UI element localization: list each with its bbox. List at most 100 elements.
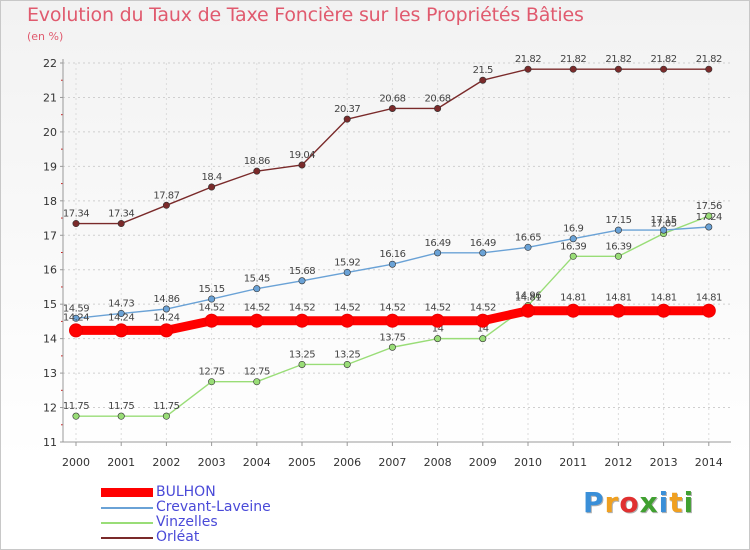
- data-label: 17.15: [651, 215, 677, 226]
- data-label: 14: [477, 324, 489, 335]
- data-point: [295, 313, 309, 328]
- data-label: 14.81: [515, 293, 541, 304]
- series-crevant-laveine: 14.59 14.73 14.86 15.15 15.45 15.68 15.92 16.16…: [63, 212, 722, 322]
- data-point: [479, 76, 487, 84]
- y-tick-label: 16: [43, 264, 57, 277]
- data-point: [162, 305, 170, 313]
- data-label: 16.39: [605, 241, 631, 252]
- data-label: 14.73: [108, 298, 134, 309]
- x-tick-label: 2011: [559, 456, 587, 469]
- legend-label: Orléat: [156, 529, 200, 545]
- data-point: [705, 212, 713, 220]
- x-tick-label: 2001: [107, 456, 135, 469]
- data-label: 14.86: [153, 294, 179, 305]
- legend-swatch: [101, 522, 153, 524]
- data-point: [388, 104, 396, 112]
- legend-label: Crevant-Laveine: [156, 499, 271, 515]
- data-point: [569, 65, 577, 73]
- data-label: 20.68: [425, 93, 451, 104]
- data-point: [434, 249, 442, 257]
- y-tick-label: 13: [43, 367, 57, 380]
- x-tick-label: 2014: [695, 456, 723, 469]
- data-point: [249, 313, 264, 328]
- legend-swatch: [101, 537, 153, 539]
- data-label: 14.96: [515, 291, 541, 302]
- y-tick-label: 19: [43, 160, 57, 173]
- data-label: 16.65: [515, 232, 541, 243]
- data-point: [253, 167, 261, 175]
- data-point: [253, 285, 261, 293]
- data-label: 20.68: [379, 93, 405, 104]
- series-orl-at: 17.34 17.34 17.87 18.4 18.86 19.04 20.37 20.68 2…: [63, 54, 722, 228]
- data-point: [117, 220, 125, 228]
- data-point: [614, 65, 622, 73]
- data-point: [569, 252, 577, 260]
- data-label: 18.4: [201, 172, 221, 183]
- data-label: 16.16: [379, 249, 405, 260]
- data-label: 11.75: [63, 401, 89, 412]
- data-point: [524, 243, 532, 251]
- x-tick-label: 2007: [378, 456, 406, 469]
- logo-letter: t: [669, 486, 684, 519]
- data-label: 17.05: [651, 219, 677, 230]
- logo-letter: x: [639, 486, 659, 519]
- x-tick-label: 2010: [514, 456, 542, 469]
- data-point: [114, 323, 129, 338]
- x-tick-label: 2002: [152, 456, 180, 469]
- data-label: 13.25: [334, 349, 360, 360]
- data-label: 14.59: [63, 303, 89, 314]
- data-label: 17.56: [696, 201, 722, 212]
- data-label: 14: [432, 324, 444, 335]
- data-label: 17.34: [63, 209, 89, 220]
- data-label: 21.82: [696, 54, 722, 65]
- data-point: [521, 303, 535, 318]
- y-tick-label: 17: [43, 229, 57, 242]
- data-point: [388, 260, 396, 268]
- y-tick-label: 20: [43, 126, 57, 139]
- logo-letter: i: [658, 486, 670, 519]
- y-tick-label: 14: [43, 333, 57, 346]
- data-label: 14.52: [289, 303, 315, 314]
- data-label: 14.52: [425, 303, 451, 314]
- data-point: [479, 335, 487, 343]
- data-label: 14.52: [199, 303, 225, 314]
- data-point: [479, 249, 487, 257]
- data-label: 14.81: [651, 293, 677, 304]
- data-point: [614, 252, 622, 260]
- data-point: [253, 378, 261, 386]
- x-tick-label: 2013: [650, 456, 678, 469]
- data-label: 11.75: [108, 401, 134, 412]
- data-label: 19.04: [289, 150, 315, 161]
- data-point: [117, 412, 125, 420]
- data-point: [524, 65, 532, 73]
- x-tick-label: 2000: [62, 456, 90, 469]
- data-label: 16.9: [563, 224, 583, 235]
- data-label: 13.75: [379, 332, 405, 343]
- data-point: [475, 313, 490, 328]
- data-point: [388, 343, 396, 351]
- proxiti-logo: Proxiti: [583, 486, 694, 519]
- data-label: 16.49: [470, 238, 496, 249]
- data-label: 18.86: [244, 156, 270, 167]
- data-label: 14.52: [470, 303, 496, 314]
- data-label: 14.81: [605, 293, 631, 304]
- data-label: 14.52: [244, 303, 270, 314]
- y-tick-label: 15: [43, 298, 57, 311]
- y-tick-label: 22: [43, 57, 57, 70]
- chart-title: Evolution du Taux de Taxe Foncière sur l…: [27, 4, 584, 26]
- data-label: 17.87: [153, 190, 179, 201]
- data-label: 14.24: [63, 312, 89, 323]
- data-point: [343, 268, 351, 276]
- data-label: 14.24: [153, 312, 179, 323]
- y-tick-label: 12: [43, 402, 57, 415]
- x-tick-label: 2006: [333, 456, 361, 469]
- data-label: 15.68: [289, 266, 315, 277]
- data-label: 21.5: [473, 65, 493, 76]
- legend-swatch: [101, 488, 153, 497]
- x-tick-label: 2012: [604, 456, 632, 469]
- data-label: 20.37: [334, 104, 360, 115]
- series-bulhon: 14.24 14.24 14.24 14.52 14.52 14.52 14.52 14.52…: [63, 293, 722, 338]
- data-label: 12.75: [199, 367, 225, 378]
